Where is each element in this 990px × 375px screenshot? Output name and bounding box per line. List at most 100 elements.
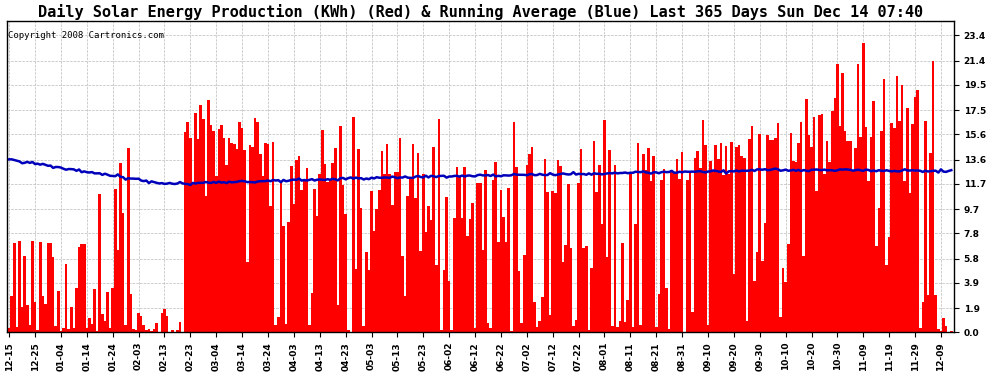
Bar (569, 248, 572, 332)
Bar (758, 134, 761, 332)
Bar (500, 190, 502, 332)
Bar (332, 163, 334, 332)
Bar (686, 180, 689, 332)
Bar (88, 318, 91, 332)
Bar (443, 270, 446, 332)
Bar (26, 304, 29, 332)
Bar (927, 296, 930, 332)
Bar (119, 164, 122, 332)
Bar (662, 169, 665, 332)
Bar (531, 147, 534, 332)
Bar (29, 326, 31, 332)
Bar (370, 191, 373, 332)
Bar (657, 294, 660, 332)
Bar (797, 142, 800, 332)
Bar (125, 325, 127, 332)
Bar (689, 172, 691, 332)
Bar (171, 330, 173, 332)
Bar (18, 241, 21, 332)
Bar (837, 64, 839, 332)
Bar (497, 243, 500, 332)
Bar (228, 138, 231, 332)
Bar (236, 149, 239, 332)
Bar (665, 288, 668, 332)
Bar (414, 198, 417, 332)
Bar (561, 262, 564, 332)
Bar (248, 145, 251, 332)
Bar (54, 326, 57, 332)
Bar (420, 251, 422, 332)
Bar (285, 324, 287, 332)
Bar (890, 123, 893, 332)
Bar (940, 331, 942, 332)
Bar (704, 145, 707, 332)
Bar (362, 326, 365, 332)
Bar (446, 197, 447, 332)
Bar (422, 174, 425, 332)
Bar (505, 242, 508, 332)
Bar (287, 222, 290, 332)
Bar (670, 170, 673, 332)
Bar (644, 170, 647, 332)
Bar (870, 137, 872, 332)
Bar (745, 321, 748, 332)
Bar (854, 148, 856, 332)
Bar (399, 138, 401, 332)
Bar (378, 190, 380, 332)
Bar (691, 312, 694, 332)
Bar (755, 252, 758, 332)
Bar (548, 315, 551, 332)
Bar (585, 246, 588, 332)
Bar (290, 166, 293, 332)
Bar (938, 329, 940, 332)
Bar (62, 328, 64, 332)
Bar (277, 316, 279, 332)
Bar (675, 159, 678, 332)
Bar (337, 305, 340, 332)
Bar (914, 97, 917, 332)
Bar (241, 128, 244, 332)
Bar (668, 329, 670, 332)
Bar (821, 114, 823, 332)
Bar (226, 165, 228, 332)
Bar (896, 76, 898, 332)
Bar (186, 122, 189, 332)
Bar (127, 148, 130, 332)
Bar (205, 196, 207, 332)
Bar (808, 135, 810, 332)
Bar (728, 174, 730, 332)
Bar (608, 150, 611, 332)
Bar (441, 330, 443, 332)
Bar (792, 161, 795, 332)
Bar (942, 318, 944, 332)
Bar (924, 121, 927, 332)
Bar (647, 147, 649, 332)
Bar (789, 133, 792, 332)
Bar (354, 269, 357, 332)
Bar (266, 144, 269, 332)
Bar (261, 176, 264, 332)
Bar (510, 331, 513, 332)
Bar (202, 118, 205, 332)
Bar (295, 160, 298, 332)
Bar (696, 151, 699, 332)
Bar (264, 143, 266, 332)
Bar (91, 324, 93, 332)
Bar (492, 180, 494, 332)
Bar (826, 141, 829, 332)
Bar (313, 189, 316, 332)
Bar (474, 328, 476, 332)
Bar (16, 327, 18, 332)
Bar (627, 300, 629, 332)
Bar (239, 122, 241, 332)
Bar (427, 207, 430, 332)
Bar (803, 256, 805, 332)
Bar (85, 328, 88, 332)
Bar (269, 206, 272, 332)
Bar (831, 111, 834, 332)
Bar (864, 127, 867, 332)
Bar (859, 137, 862, 332)
Bar (215, 176, 218, 332)
Bar (629, 173, 632, 332)
Bar (733, 274, 736, 332)
